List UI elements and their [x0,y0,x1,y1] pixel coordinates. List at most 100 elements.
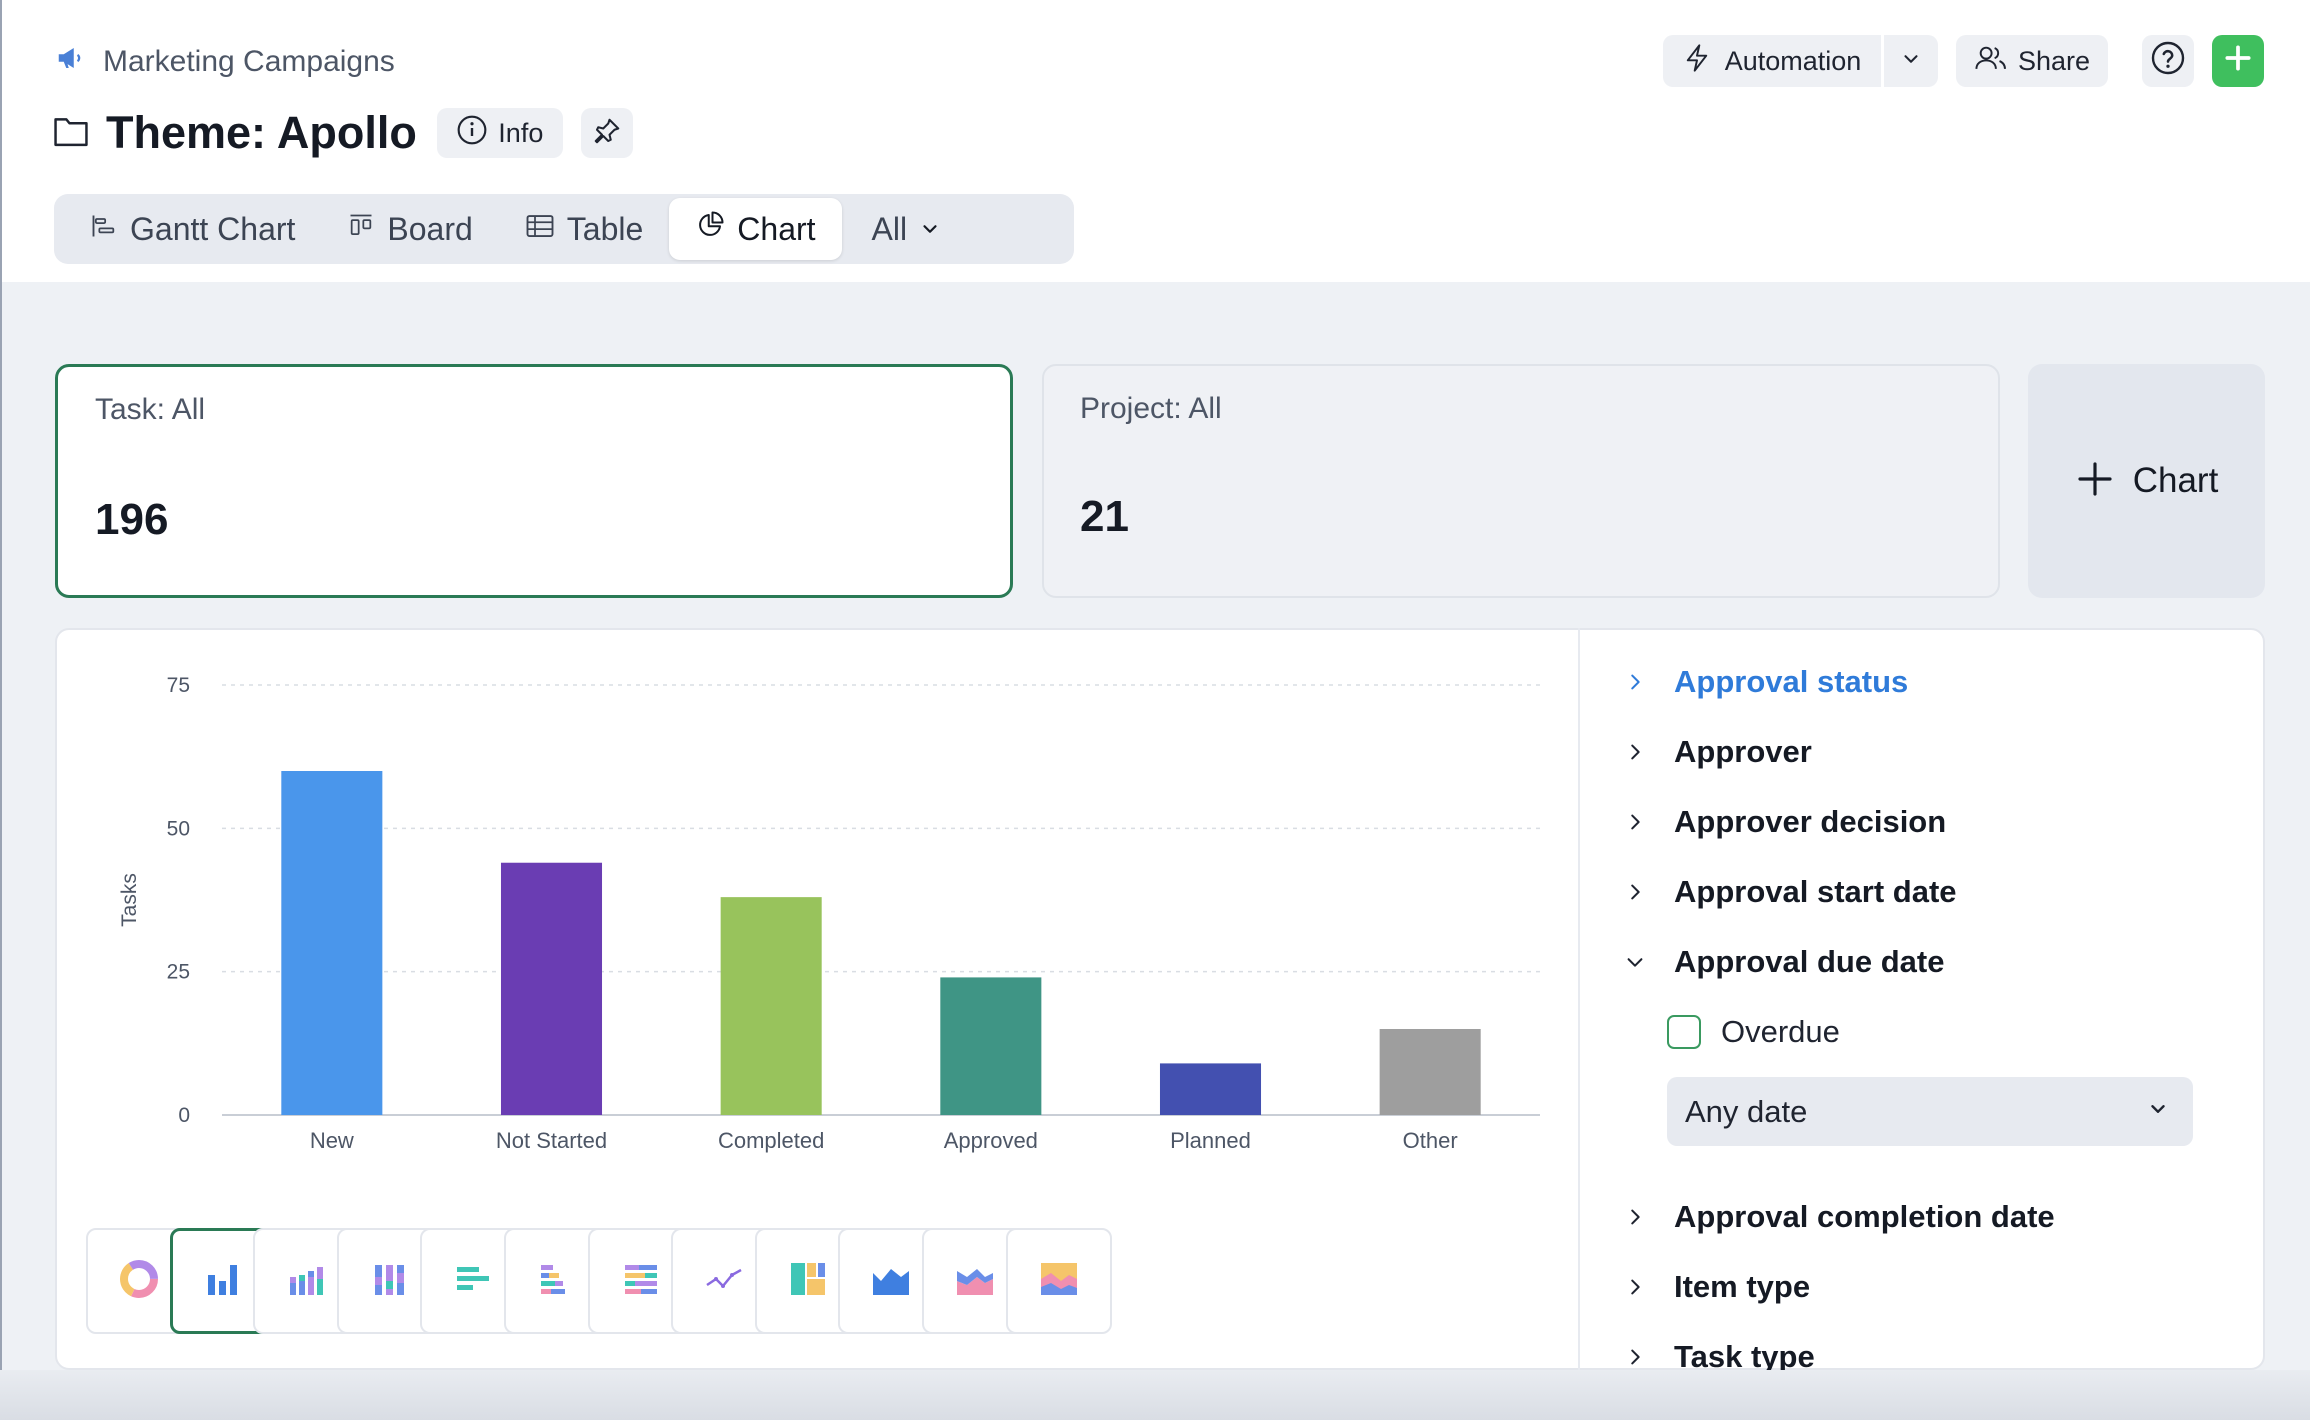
chevron-right-icon [1620,1272,1650,1302]
bar-chart-icon [199,1255,247,1308]
chevron-down-icon [1620,947,1650,977]
table-icon [525,211,555,248]
filter-approval-due-date[interactable]: Approval due date [1620,938,1944,986]
stacked-bar-chart-icon [282,1255,330,1308]
info-icon [456,114,488,153]
stat-value: 21 [1080,492,1129,541]
tab-board[interactable]: Board [321,198,498,260]
bar[interactable] [500,862,603,1115]
tab-label: Gantt Chart [130,210,296,247]
stat-label: Task: All [95,393,206,426]
date-range-select[interactable]: Any date [1667,1077,2193,1146]
filter-approval-start-date[interactable]: Approval start date [1620,868,1957,916]
lightning-icon [1683,43,1711,80]
tab-label: Table [566,210,644,247]
treemap-chart-icon [784,1255,832,1308]
tab-table[interactable]: Table [499,198,670,260]
x-tick-label: Not Started [496,1128,607,1153]
share-button[interactable]: Share [1956,35,2108,87]
plus-icon [2222,42,2254,81]
automation-menu-button[interactable] [1884,35,1938,87]
x-tick-label: Approved [944,1128,1038,1153]
stacked-area-full-chart-icon [1035,1255,1083,1308]
filter-label: Item type [1674,1269,1811,1304]
bar[interactable] [1379,1029,1481,1115]
add-chart-label: Chart [2132,461,2219,500]
x-tick-label: Planned [1170,1128,1251,1153]
overdue-option[interactable]: Overdue [1667,1014,1840,1050]
add-button[interactable] [2212,35,2264,87]
view-filter-dropdown[interactable]: All [842,198,968,260]
x-tick-label: Other [1403,1128,1458,1153]
date-range-value: Any date [1685,1093,1808,1129]
share-label: Share [2017,45,2091,76]
y-tick-label: 50 [167,817,190,840]
pin-icon [592,116,622,151]
filter-approval-status[interactable]: Approval status [1620,658,1908,706]
filter-label: Approval due date [1674,944,1945,979]
chevron-down-icon [919,211,941,248]
gantt-icon [90,211,118,248]
y-tick-label: 0 [178,1104,190,1127]
project-stat-card[interactable]: Project: All 21 [1042,364,2000,598]
bar[interactable] [940,977,1042,1115]
plus-icon [2075,459,2115,504]
filter-approver[interactable]: Approver [1620,728,1812,776]
help-icon [2150,40,2186,83]
chevron-right-icon [1620,807,1650,837]
tab-label: Board [387,210,473,247]
board-icon [347,211,375,248]
users-icon [1974,43,2008,80]
overdue-label: Overdue [1721,1014,1840,1049]
chevron-right-icon [1620,667,1650,697]
filter-label: Approver decision [1674,804,1947,839]
stat-value: 196 [95,495,169,544]
filter-label: Approver [1674,734,1812,769]
filter-item-type[interactable]: Item type [1620,1263,1810,1311]
panel-divider [1578,628,1580,1370]
filter-label: Approval completion date [1674,1199,2055,1234]
donut-chart-icon [115,1255,163,1308]
area-chart-icon [867,1255,915,1308]
filter-approval-completion-date[interactable]: Approval completion date [1620,1193,2055,1241]
stacked-horizontal-bar-chart-icon [533,1255,581,1308]
folder-icon [52,114,90,153]
filter-label: Approval status [1674,664,1909,699]
stat-label: Project: All [1080,392,1222,425]
chart-type-stacked-area-full-button[interactable] [1005,1228,1112,1334]
chart-icon [695,210,725,248]
filter-task-type[interactable]: Task type [1620,1333,1815,1381]
tab-gantt-chart[interactable]: Gantt Chart [64,198,321,260]
bottom-shade [0,1370,2310,1420]
task-stat-card[interactable]: Task: All 196 [55,364,1013,598]
y-axis-label: Tasks [118,873,141,927]
overdue-checkbox[interactable] [1667,1015,1701,1049]
horizontal-bar-chart-icon [449,1255,497,1308]
bar[interactable] [720,897,822,1115]
bar-chart: 0 25 50 75 Tasks New Not Started Completed Appro… [118,674,1540,1153]
automation-label: Automation [1724,45,1862,76]
chevron-down-icon [2147,1098,2169,1125]
stacked-area-chart-icon [951,1255,999,1308]
stacked-horizontal-bar-full-chart-icon [617,1255,665,1308]
info-label: Info [498,117,544,148]
bar[interactable] [1159,1063,1262,1115]
chevron-right-icon [1620,1202,1650,1232]
help-button[interactable] [2142,35,2194,87]
line-chart-icon [700,1255,748,1308]
chevron-down-icon [1900,46,1922,77]
chevron-right-icon [1620,1342,1650,1372]
info-button[interactable]: Info [436,108,563,158]
y-tick-label: 25 [167,961,190,984]
breadcrumb[interactable]: Marketing Campaigns [55,44,395,80]
stacked-bar-full-chart-icon [366,1255,414,1308]
tab-chart[interactable]: Chart [669,198,842,260]
bar[interactable] [281,771,383,1115]
pin-button[interactable] [580,108,633,158]
breadcrumb-label: Marketing Campaigns [103,45,395,78]
chevron-right-icon [1620,877,1650,907]
filter-approver-decision[interactable]: Approver decision [1620,798,1946,846]
x-tick-label: Completed [718,1128,824,1153]
automation-button[interactable]: Automation [1663,35,1881,87]
add-chart-button[interactable]: Chart [2028,364,2265,598]
